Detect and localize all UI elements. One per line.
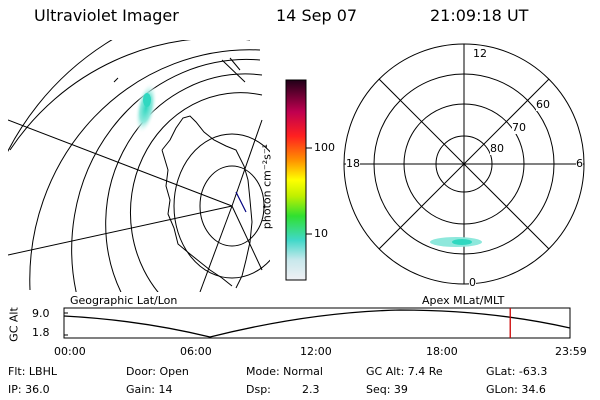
ip-status: IP: 36.0 bbox=[8, 383, 50, 396]
dsp-value: 2.3 bbox=[302, 383, 320, 396]
seq-status: Seq: 39 bbox=[366, 383, 408, 396]
mlt-12-label: 12 bbox=[473, 47, 487, 60]
time-label: 21:09:18 UT bbox=[430, 6, 529, 25]
instrument-title: Ultraviolet Imager bbox=[34, 6, 179, 25]
time-label-1800: 18:00 bbox=[426, 345, 458, 358]
mlt-18-label: 18 bbox=[346, 157, 360, 170]
antarctica-coastline bbox=[161, 115, 253, 289]
mode-status: Mode: Normal bbox=[246, 365, 323, 378]
geographic-title: Geographic Lat/Lon bbox=[70, 294, 178, 307]
mlt-0-label: 0 bbox=[469, 276, 476, 289]
dsp-label: Dsp: bbox=[246, 383, 271, 396]
aurora-spot bbox=[134, 82, 158, 134]
time-label-0000: 00:00 bbox=[54, 345, 86, 358]
gain-status: Gain: 14 bbox=[126, 383, 173, 396]
time-label-1200: 12:00 bbox=[300, 345, 332, 358]
graticule-lat bbox=[9, 40, 250, 151]
apex-title: Apex MLat/MLT bbox=[422, 294, 505, 307]
mlat-70-label: 70 bbox=[512, 121, 526, 134]
colorbar-tick-10: 10 bbox=[314, 227, 328, 240]
mlat-60-label: 60 bbox=[536, 98, 550, 111]
time-label-0600: 06:00 bbox=[180, 345, 212, 358]
colorbar-tick-100: 100 bbox=[314, 141, 335, 154]
gc-alt-min-label: 1.8 bbox=[32, 326, 50, 339]
gc-alt-max-label: 9.0 bbox=[32, 307, 50, 320]
mlat-80-label: 80 bbox=[490, 142, 504, 155]
door-status: Door: Open bbox=[126, 365, 189, 378]
glat-status: GLat: -63.3 bbox=[486, 365, 548, 378]
glon-status: GLon: 34.6 bbox=[486, 383, 546, 396]
time-label-2359: 23:59 bbox=[555, 345, 587, 358]
mlt-6-label: 6 bbox=[576, 157, 583, 170]
flt-status: Flt: LBHL bbox=[8, 365, 57, 378]
gc-alt-status: GC Alt: 7.4 Re bbox=[366, 365, 443, 378]
date-label: 14 Sep 07 bbox=[276, 6, 358, 25]
